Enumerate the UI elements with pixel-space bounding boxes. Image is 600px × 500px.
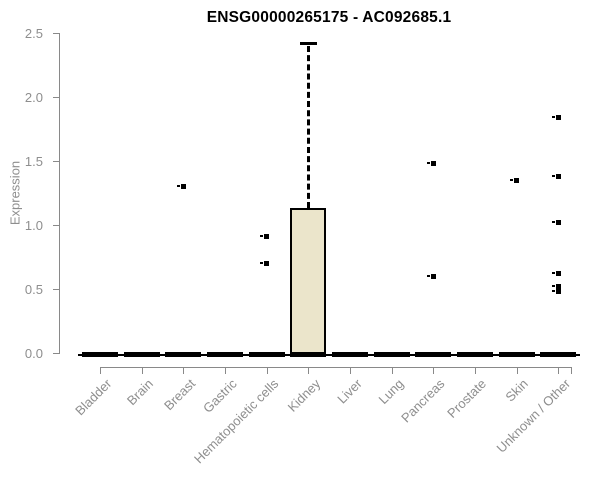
x-axis-tick: [391, 367, 393, 374]
box-whisker-cap: [299, 42, 317, 46]
y-tick-label: 0.0: [24, 346, 43, 361]
outlier-point: [551, 114, 561, 120]
box-median: [123, 352, 160, 357]
x-axis-tick: [100, 367, 101, 374]
y-axis-tick: [53, 289, 59, 290]
x-axis-tick: [516, 367, 518, 374]
y-axis-tick: [53, 225, 59, 226]
x-tick-label: Kidney: [284, 376, 323, 415]
box-median: [498, 352, 535, 357]
y-tick-label: 0.5: [24, 282, 43, 297]
x-axis-line: [100, 367, 572, 368]
box-median: [248, 352, 285, 357]
outlier-point: [176, 184, 186, 190]
box-median: [206, 352, 243, 357]
x-axis-tick: [183, 367, 185, 374]
outlier-point: [551, 289, 561, 295]
x-axis-tick: [266, 367, 268, 374]
box-median: [540, 352, 577, 357]
y-axis-tick: [53, 161, 59, 162]
box-median: [331, 352, 368, 357]
outlier-point: [551, 173, 561, 179]
box-median: [415, 352, 452, 357]
y-tick-label: 2.0: [24, 90, 43, 105]
box-whisker: [306, 46, 310, 209]
outlier-point: [551, 271, 561, 277]
y-axis-line: [59, 33, 60, 354]
outlier-point: [260, 260, 270, 266]
x-tick-label: Liver: [333, 376, 365, 407]
x-tick-label: Brain: [124, 376, 157, 409]
box-median: [456, 352, 493, 357]
box-median: [82, 352, 118, 357]
x-tick-label: Skin: [502, 376, 532, 405]
chart-title: ENSG00000265175 - AC092685.1: [206, 9, 452, 26]
x-tick-label: Lung: [375, 376, 407, 408]
y-tick-label: 2.5: [24, 26, 43, 41]
box-median: [165, 352, 202, 357]
outlier-point: [426, 273, 436, 279]
x-axis-tick: [433, 367, 435, 374]
x-tick-label: Prostate: [444, 376, 490, 421]
x-axis-tick: [308, 367, 310, 374]
x-axis-tick: [558, 367, 560, 374]
box-median: [373, 352, 410, 357]
outlier-point: [510, 177, 519, 183]
x-axis-tick: [141, 367, 143, 374]
outlier-point: [260, 234, 270, 240]
box-iqr: [290, 208, 327, 355]
x-axis-tick: [349, 367, 351, 374]
x-tick-label: Bladder: [72, 376, 115, 419]
x-tick-label: Unknown / Other: [493, 376, 573, 456]
x-axis-tick: [224, 367, 226, 374]
outlier-point: [551, 219, 561, 225]
x-axis-end-tick: [571, 367, 572, 374]
outlier-point: [551, 283, 561, 289]
y-axis-tick: [53, 353, 59, 354]
box-median: [290, 352, 327, 357]
x-tick-label: Breast: [160, 376, 198, 414]
y-tick-label: 1.0: [24, 218, 43, 233]
y-tick-label: 1.5: [24, 154, 43, 169]
x-axis-tick: [474, 367, 476, 374]
y-axis-tick: [53, 33, 59, 34]
outlier-point: [426, 161, 436, 167]
x-tick-label: Gastric: [199, 376, 240, 416]
x-tick-label: Pancreas: [398, 376, 448, 426]
y-axis-tick: [53, 97, 59, 98]
